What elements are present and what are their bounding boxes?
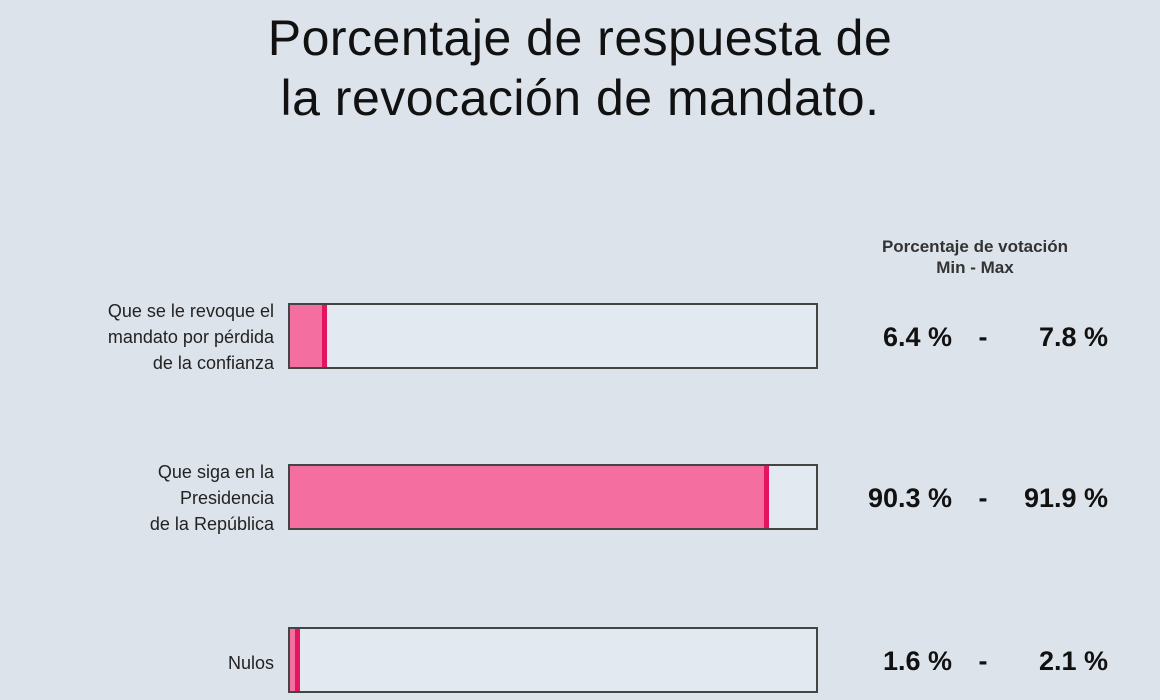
range-separator: - [978,646,988,676]
range-max: 2.1 % [1038,646,1108,676]
range-values-revoke: 6.4 % - 7.8 % [840,317,1125,357]
category-label-null: Nulos [227,653,274,673]
range-header-line: Porcentaje de votación [881,237,1069,256]
range-max: 7.8 % [1038,322,1108,352]
chart-title: Porcentaje de respuesta de la revocación… [0,8,1160,128]
range-min: 90.3 % [867,483,952,513]
bar-track-null [288,627,818,693]
range-min: 1.6 % [882,646,952,676]
chart-title-line: Porcentaje de respuesta de [267,10,893,66]
range-column-header: Porcentaje de votación Min - Max [840,236,1110,278]
range-max: 91.9 % [1023,483,1108,513]
range-separator: - [978,322,988,352]
bar-revoke [290,305,328,367]
category-label-continue: Que siga en la Presidencia de la Repúbli… [149,462,274,534]
bar-track-revoke [288,303,818,369]
bar-null [290,629,300,691]
range-values-continue: 90.3 % - 91.9 % [840,478,1125,518]
range-separator: - [978,483,988,513]
range-header-line: Min - Max [936,258,1014,277]
bar-track-continue [288,464,818,530]
range-min: 6.4 % [882,322,952,352]
category-label-revoke: Que se le revoque el mandato por pérdida… [107,301,274,373]
chart-title-line: la revocación de mandato. [280,70,880,126]
range-values-null: 1.6 % - 2.1 % [840,641,1125,681]
bar-continue [290,466,770,528]
